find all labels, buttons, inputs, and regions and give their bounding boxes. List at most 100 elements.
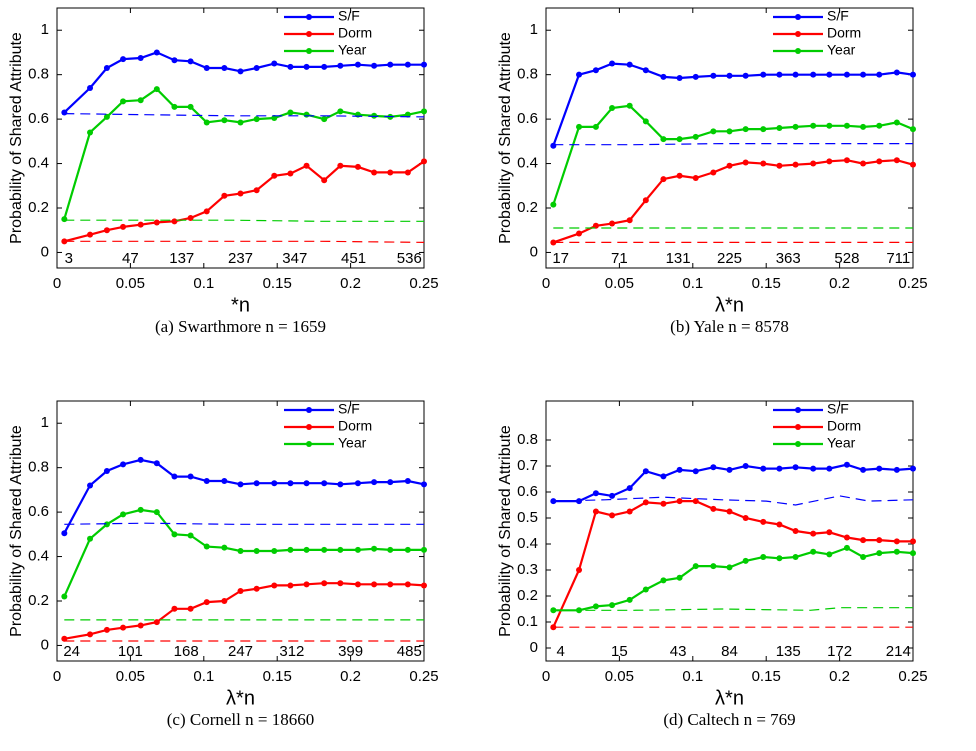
marker [371,479,378,486]
x-tick-label: 0.15 [263,275,292,292]
marker [171,473,178,480]
marker [726,508,733,515]
y-tick-label: 0.2 [28,592,49,609]
marker [826,158,833,165]
marker [103,227,110,234]
marker [876,158,883,165]
marker [87,231,94,238]
y-tick-label: 0.4 [517,535,538,552]
marker [187,103,194,110]
marker [826,529,833,536]
x-tick-label: 0.15 [752,668,781,685]
marker [742,159,749,166]
marker [421,61,427,68]
y-tick-label: 0.6 [28,503,49,520]
marker [626,61,633,68]
legend-label: S/F [338,401,360,417]
marker [387,546,394,553]
marker [271,548,278,554]
marker [810,122,817,129]
marker [692,73,699,80]
marker [692,498,699,505]
marker [776,125,783,131]
marker [893,548,900,555]
marker [303,162,310,169]
bottom-label: 451 [341,250,366,267]
marker [187,215,194,221]
marker [626,485,633,492]
legend-label: S/F [827,401,849,417]
marker [337,481,344,488]
legend-label: Dorm [827,418,861,434]
bottom-label: 247 [228,643,253,660]
legend-label: Dorm [338,25,372,41]
marker [910,161,916,168]
marker [303,581,310,588]
y-tick-label: 0.2 [517,199,538,216]
marker [120,511,127,518]
marker [153,219,160,226]
marker [910,538,916,545]
marker [792,71,799,78]
marker [860,123,867,130]
marker [776,521,783,528]
y-tick-label: 0.8 [517,66,538,83]
marker [642,468,649,475]
baseline-line [64,522,424,525]
marker [354,61,361,68]
x-tick-label: 0.1 [193,275,214,292]
marker [237,481,244,488]
marker [153,619,160,626]
x-tick-label: 0.15 [263,668,292,685]
marker [692,175,699,181]
marker [609,512,616,519]
marker [303,111,310,118]
marker [910,126,916,133]
marker [726,162,733,169]
marker [876,122,883,129]
legend-marker [795,441,801,447]
marker [792,161,799,168]
x-tick-label: 0.25 [898,275,927,292]
marker [710,505,717,512]
marker [287,480,294,487]
marker [221,544,228,551]
marker [609,492,616,499]
caption: (a) Swarthmore n = 1659 [155,317,326,336]
x-tick-label: 0.1 [682,275,703,292]
marker [203,65,210,71]
legend-label: Dorm [827,25,861,41]
legend-label: S/F [338,8,360,24]
marker [792,123,799,130]
marker [303,546,310,553]
marker [726,564,733,571]
marker [61,530,68,537]
marker [860,554,867,560]
baseline-line [64,219,424,222]
bottom-label: 711 [886,250,910,267]
marker [203,599,210,606]
marker [676,466,683,473]
panel: 0 0.1 0.2 0.3 0.4 0.5 0.6 0.7 0.8 0 0.05 0.1 0.15 0.2… [497,400,928,729]
legend-label: Dorm [338,418,372,434]
x-tick-label: 0 [542,275,550,292]
legend-label: S/F [827,8,849,24]
marker [271,480,278,487]
y-tick-label: 0.2 [28,199,49,216]
marker [337,580,344,587]
series-line [553,546,914,612]
marker [742,463,749,469]
marker [120,624,127,631]
marker [626,596,633,603]
marker [760,126,767,133]
marker [710,72,717,79]
marker [893,538,900,545]
marker [387,61,394,68]
marker [792,554,799,560]
marker [253,116,260,123]
marker [576,123,583,130]
x-tick-label: 0.2 [829,668,850,685]
marker [171,103,178,110]
marker [61,216,68,223]
marker [893,157,900,164]
